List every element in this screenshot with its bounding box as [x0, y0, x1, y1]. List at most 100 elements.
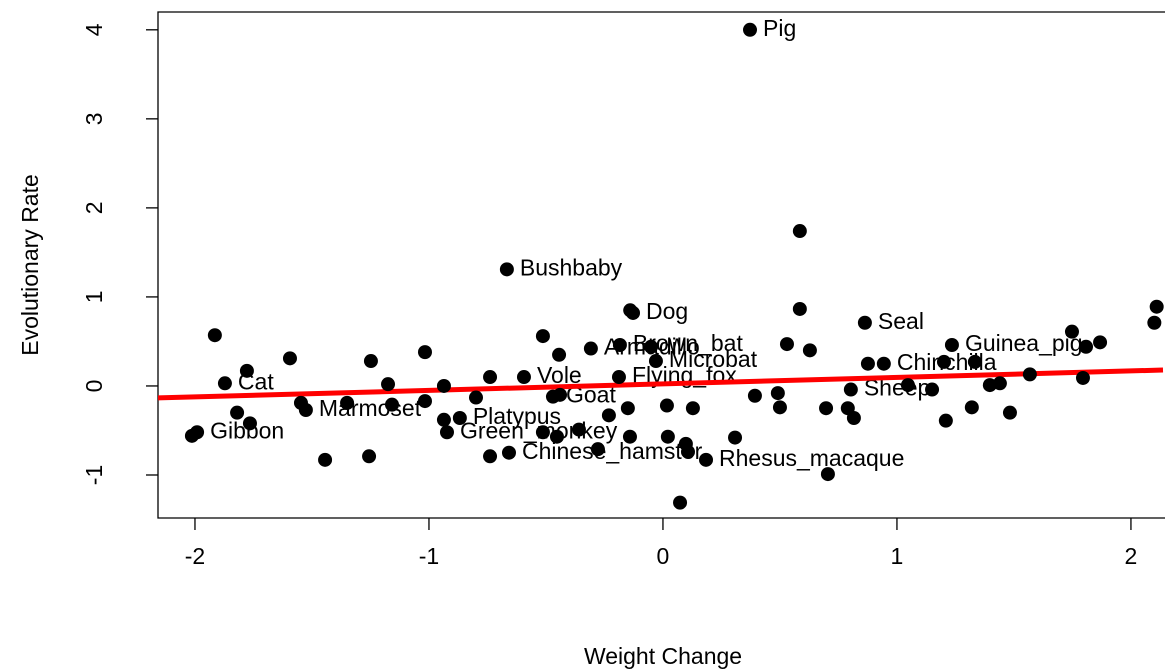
point [217, 376, 232, 391]
point [552, 347, 567, 362]
point [516, 370, 531, 385]
point [659, 398, 674, 413]
point [611, 370, 626, 385]
point [381, 377, 396, 392]
point [967, 354, 982, 369]
point [207, 328, 222, 343]
point [857, 315, 872, 330]
point [992, 376, 1007, 391]
point [318, 452, 333, 467]
point [1022, 367, 1037, 382]
point [936, 354, 951, 369]
point [900, 378, 915, 393]
point [673, 495, 688, 510]
point [239, 363, 254, 378]
point-label: Marmoset [319, 395, 422, 421]
point [1075, 370, 1090, 385]
point [743, 22, 758, 37]
point [843, 382, 858, 397]
point [648, 354, 663, 369]
point [535, 425, 550, 440]
point [384, 397, 399, 412]
point [362, 449, 377, 464]
point [938, 413, 953, 428]
point-label: Dog [646, 298, 688, 324]
point [417, 345, 432, 360]
point [964, 400, 979, 415]
point [728, 430, 743, 445]
y-tick-label: 4 [81, 23, 107, 36]
point [436, 412, 451, 427]
point [298, 402, 313, 417]
point [501, 445, 516, 460]
plot-area: PigBushbabyDogSealGuinea_pigCatArmadillo… [158, 15, 1164, 471]
y-tick-label: 3 [81, 112, 107, 125]
point [612, 338, 627, 353]
point [499, 262, 514, 277]
point [1149, 299, 1164, 314]
point [1002, 405, 1017, 420]
point [583, 341, 598, 356]
point [483, 370, 498, 385]
plot-frame [157, 11, 1165, 519]
y-axis-label: Evolutionary Rate [17, 174, 43, 356]
point [340, 395, 355, 410]
point [553, 387, 567, 402]
point [860, 356, 875, 371]
point [802, 343, 817, 358]
point-label: Microbat [669, 346, 758, 372]
point-label: Seal [878, 308, 924, 334]
point [876, 356, 891, 371]
point [792, 224, 807, 239]
point [1147, 315, 1162, 330]
point [792, 301, 807, 316]
point-label: Vole [537, 362, 582, 388]
point [925, 382, 940, 397]
point [770, 386, 785, 401]
point [282, 351, 297, 366]
point [1064, 324, 1079, 339]
point [1093, 335, 1108, 350]
point [436, 378, 451, 393]
x-tick-label: 0 [657, 543, 670, 569]
point-label: Pig [763, 15, 796, 41]
y-tick-label: -1 [81, 465, 107, 485]
point-label: Bushbaby [520, 254, 623, 280]
point [846, 411, 861, 426]
y-tick-label: 2 [81, 201, 107, 214]
y-tick-label: 0 [81, 380, 107, 393]
point [242, 416, 257, 431]
x-tick-label: -1 [419, 543, 439, 569]
point [601, 408, 616, 423]
x-axis-label: Weight Change [584, 643, 742, 669]
point-label: Rhesus_macaque [719, 445, 904, 471]
point [779, 337, 794, 352]
point [660, 429, 675, 444]
point [620, 401, 635, 416]
point [819, 401, 834, 416]
point [685, 401, 700, 416]
point [680, 444, 695, 459]
point [820, 467, 835, 482]
point [1079, 339, 1094, 354]
point [468, 390, 483, 405]
point [230, 405, 245, 420]
point [363, 354, 378, 369]
point [590, 442, 605, 457]
point [452, 411, 467, 426]
point [483, 449, 498, 464]
point [622, 429, 637, 444]
point [417, 394, 432, 409]
point [944, 338, 959, 353]
point-label: Platypus [473, 403, 561, 429]
point [644, 339, 659, 354]
point [571, 422, 586, 437]
point [699, 452, 714, 467]
point [623, 303, 638, 318]
x-tick-label: 1 [891, 543, 904, 569]
fit-line [158, 367, 1164, 401]
y-tick-label: 1 [81, 291, 107, 304]
point [747, 388, 762, 403]
x-tick-label: -2 [185, 543, 205, 569]
